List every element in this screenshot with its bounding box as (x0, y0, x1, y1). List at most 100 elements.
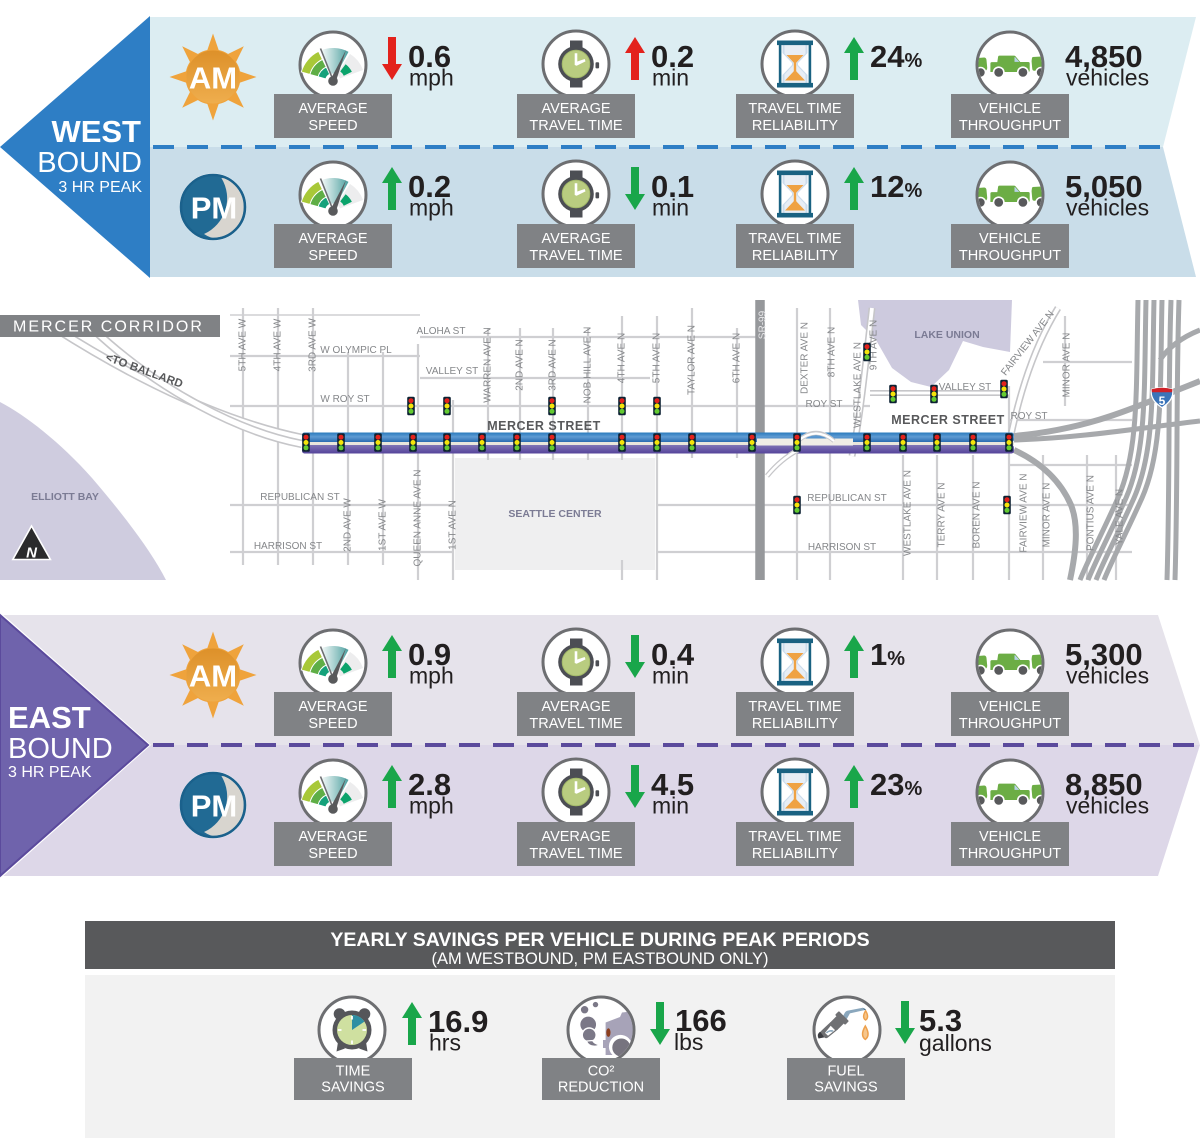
svg-text:RELIABILITY: RELIABILITY (752, 248, 839, 264)
svg-text:TRAVEL TIME: TRAVEL TIME (529, 118, 623, 134)
svg-text:gallons: gallons (919, 1030, 992, 1056)
svg-text:SPEED: SPEED (308, 118, 357, 134)
svg-text:THROUGHPUT: THROUGHPUT (959, 716, 1061, 732)
svg-text:N: N (26, 545, 38, 562)
svg-text:WESTLAKE AVE N: WESTLAKE AVE N (903, 470, 914, 556)
svg-text:min: min (652, 195, 689, 221)
svg-text:0.2: 0.2 (408, 169, 451, 204)
svg-text:2.8: 2.8 (408, 767, 451, 802)
svg-text:BOREN AVE N: BOREN AVE N (972, 481, 983, 548)
svg-text:TRAVEL TIME: TRAVEL TIME (748, 101, 842, 117)
svg-text:AVERAGE: AVERAGE (541, 829, 610, 845)
svg-text:FAIRVIEW AVE N: FAIRVIEW AVE N (1019, 473, 1030, 552)
svg-text:VALLEY ST: VALLEY ST (426, 366, 478, 377)
svg-text:166: 166 (675, 1003, 727, 1038)
svg-text:VEHICLE: VEHICLE (979, 231, 1041, 247)
svg-text:PONTIUS AVE N: PONTIUS AVE N (1086, 475, 1097, 551)
svg-text:5TH AVE W: 5TH AVE W (238, 318, 249, 371)
svg-text:0.2: 0.2 (651, 39, 694, 74)
svg-text:WESTLAKE AVE N: WESTLAKE AVE N (853, 342, 864, 428)
svg-text:W ROY ST: W ROY ST (320, 394, 369, 405)
svg-text:ROY ST: ROY ST (805, 399, 842, 410)
svg-text:ALOHA ST: ALOHA ST (417, 326, 466, 337)
svg-text:vehicles: vehicles (1066, 65, 1149, 91)
svg-text:5,300: 5,300 (1065, 637, 1143, 672)
svg-text:0.4: 0.4 (651, 637, 695, 672)
svg-text:mph: mph (409, 663, 454, 689)
svg-text:mph: mph (409, 195, 454, 221)
svg-text:2ND AVE W: 2ND AVE W (343, 498, 354, 552)
svg-text:TRAVEL TIME: TRAVEL TIME (529, 248, 623, 264)
svg-text:vehicles: vehicles (1066, 663, 1149, 689)
svg-text:REPUBLICAN ST: REPUBLICAN ST (260, 492, 339, 503)
svg-text:RELIABILITY: RELIABILITY (752, 846, 839, 862)
svg-text:min: min (652, 793, 689, 819)
svg-text:TERRY AVE N: TERRY AVE N (937, 482, 948, 547)
svg-text:MERCER CORRIDOR: MERCER CORRIDOR (13, 319, 204, 336)
svg-text:THROUGHPUT: THROUGHPUT (959, 846, 1061, 862)
svg-text:NOB HILL AVE N: NOB HILL AVE N (583, 327, 594, 404)
svg-text:LAKE UNION: LAKE UNION (914, 329, 979, 341)
svg-text:0.9: 0.9 (408, 637, 451, 672)
svg-text:THROUGHPUT: THROUGHPUT (959, 118, 1061, 134)
svg-text:AVERAGE: AVERAGE (541, 699, 610, 715)
svg-text:SEATTLE CENTER: SEATTLE CENTER (508, 508, 602, 520)
svg-text:8TH AVE N: 8TH AVE N (827, 327, 838, 377)
svg-text:<TO BALLARD: <TO BALLARD (104, 352, 184, 391)
svg-text:AVERAGE: AVERAGE (541, 231, 610, 247)
svg-text:MERCER STREET: MERCER STREET (891, 413, 1004, 427)
svg-text:TIME: TIME (336, 1064, 371, 1080)
svg-text:vehicles: vehicles (1066, 793, 1149, 819)
svg-text:YEARLY SAVINGS PER VEHICLE DUR: YEARLY SAVINGS PER VEHICLE DURING PEAK P… (330, 929, 869, 951)
svg-text:AVERAGE: AVERAGE (541, 101, 610, 117)
svg-text:REPUBLICAN ST: REPUBLICAN ST (807, 493, 886, 504)
svg-text:1ST AVE W: 1ST AVE W (378, 499, 389, 551)
svg-text:MERCER STREET: MERCER STREET (487, 419, 600, 433)
svg-text:VEHICLE: VEHICLE (979, 829, 1041, 845)
svg-text:TRAVEL TIME: TRAVEL TIME (748, 231, 842, 247)
svg-text:WEST: WEST (51, 114, 141, 149)
svg-text:0.6: 0.6 (408, 39, 451, 74)
svg-text:FUEL: FUEL (827, 1064, 864, 1080)
svg-text:AVERAGE: AVERAGE (298, 101, 367, 117)
svg-text:3RD AVE W: 3RD AVE W (308, 318, 319, 372)
svg-text:SAVINGS: SAVINGS (814, 1080, 877, 1096)
svg-text:ELLIOTT BAY: ELLIOTT BAY (31, 491, 99, 503)
svg-text:THROUGHPUT: THROUGHPUT (959, 248, 1061, 264)
svg-text:RELIABILITY: RELIABILITY (752, 118, 839, 134)
svg-text:12%: 12% (870, 169, 922, 204)
svg-text:vehicles: vehicles (1066, 195, 1149, 221)
svg-text:AVERAGE: AVERAGE (298, 231, 367, 247)
svg-text:8,850: 8,850 (1065, 767, 1143, 802)
svg-text:5TH AVE N: 5TH AVE N (652, 333, 663, 383)
svg-text:VEHICLE: VEHICLE (979, 699, 1041, 715)
svg-text:3RD AVE N: 3RD AVE N (548, 339, 559, 391)
svg-text:5,050: 5,050 (1065, 169, 1143, 204)
svg-text:HARRISON ST: HARRISON ST (254, 541, 322, 552)
svg-text:TRAVEL TIME: TRAVEL TIME (748, 829, 842, 845)
svg-text:min: min (652, 663, 689, 689)
svg-text:SPEED: SPEED (308, 248, 357, 264)
svg-text:5.3: 5.3 (919, 1003, 962, 1038)
svg-text:lbs: lbs (674, 1029, 703, 1055)
svg-text:SAVINGS: SAVINGS (321, 1080, 384, 1096)
svg-text:mph: mph (409, 793, 454, 819)
svg-text:SPEED: SPEED (308, 846, 357, 862)
svg-text:4.5: 4.5 (651, 767, 694, 802)
svg-text:3 HR PEAK: 3 HR PEAK (8, 764, 92, 781)
svg-text:4,850: 4,850 (1065, 39, 1143, 74)
svg-text:mph: mph (409, 65, 454, 91)
svg-text:AVERAGE: AVERAGE (298, 699, 367, 715)
svg-text:W OLYMPIC PL: W OLYMPIC PL (320, 345, 392, 356)
svg-text:HARRISON ST: HARRISON ST (808, 542, 876, 553)
svg-text:hrs: hrs (429, 1030, 461, 1056)
svg-text:RELIABILITY: RELIABILITY (752, 716, 839, 732)
svg-text:VALLEY ST: VALLEY ST (939, 382, 991, 393)
svg-text:1ST AVE N: 1ST AVE N (448, 500, 459, 550)
svg-text:9TH AVE N: 9TH AVE N (869, 320, 880, 370)
svg-text:REDUCTION: REDUCTION (558, 1080, 644, 1096)
svg-text:WARREN AVE N: WARREN AVE N (483, 327, 494, 403)
svg-text:SPEED: SPEED (308, 716, 357, 732)
svg-text:SR-99: SR-99 (758, 310, 769, 339)
svg-text:CO²: CO² (588, 1064, 615, 1080)
